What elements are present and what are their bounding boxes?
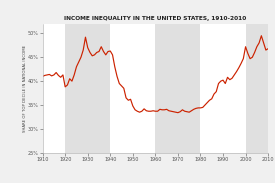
Bar	[246, 24, 268, 153]
Bar	[155, 24, 200, 153]
Bar	[65, 24, 110, 153]
Y-axis label: SHARE OF TOP DECILE IN NATIONAL INCOME: SHARE OF TOP DECILE IN NATIONAL INCOME	[23, 45, 27, 132]
Title: INCOME INEQUALITY IN THE UNITED STATES, 1910-2010: INCOME INEQUALITY IN THE UNITED STATES, …	[64, 16, 246, 21]
